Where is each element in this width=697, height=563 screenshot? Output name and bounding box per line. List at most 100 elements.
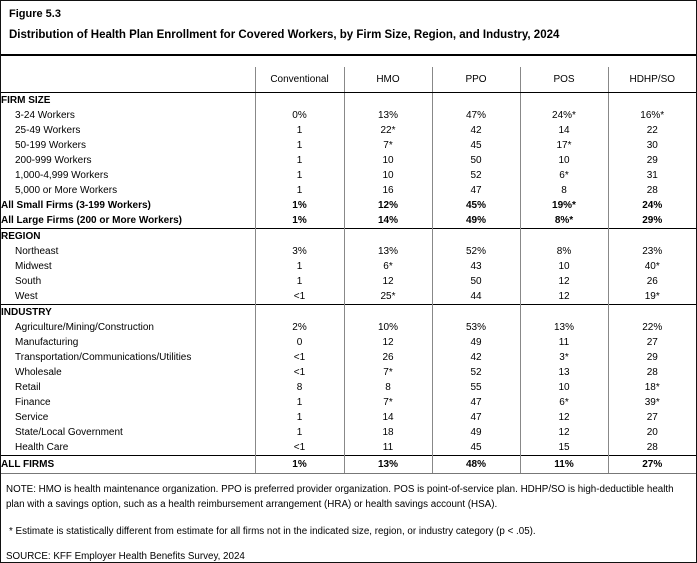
row-label: All Large Firms (200 or More Workers) bbox=[1, 215, 182, 226]
table-header: Conventional HMO PPO POS HDHP/SO bbox=[1, 67, 696, 93]
table-row: 200-999 Workers 1 10 50 10 29 bbox=[1, 153, 696, 168]
cell-value: 40* bbox=[607, 259, 696, 274]
cell-value: 49% bbox=[431, 213, 520, 229]
cell-value: 31 bbox=[607, 168, 696, 183]
cell-value: 14 bbox=[343, 410, 432, 425]
row-label: 200-999 Workers bbox=[15, 155, 92, 166]
cell-value: 49 bbox=[431, 425, 520, 440]
cell-value: 19* bbox=[607, 289, 696, 305]
row-label: INDUSTRY bbox=[1, 304, 255, 320]
cell-value: 30 bbox=[607, 138, 696, 153]
cell-value: 1 bbox=[254, 274, 344, 289]
cell-value: 45% bbox=[431, 198, 520, 213]
cell-value: 48% bbox=[431, 455, 520, 474]
cell-value: 12 bbox=[519, 425, 608, 440]
cell-value: 26 bbox=[343, 350, 432, 365]
cell-value bbox=[431, 92, 520, 108]
cell-value: 14 bbox=[519, 123, 608, 138]
table-row: 3-24 Workers 0% 13% 47% 24%* 16%* bbox=[1, 108, 696, 123]
table-row: All Small Firms (3-199 Workers) 1% 12% 45% 1… bbox=[1, 198, 696, 213]
row-label: West bbox=[15, 291, 38, 302]
figure-label: Figure 5.3 bbox=[9, 8, 61, 20]
cell-value: 7* bbox=[343, 395, 432, 410]
cell-value: 13% bbox=[343, 108, 432, 123]
cell-value: 1% bbox=[254, 198, 344, 213]
row-label: Northeast bbox=[15, 246, 59, 257]
row-label: REGION bbox=[1, 228, 255, 244]
cell-value: 12 bbox=[519, 410, 608, 425]
note-text: NOTE: HMO is health maintenance organiza… bbox=[6, 484, 674, 510]
cell-value: 1 bbox=[254, 153, 344, 168]
table-row: Manufacturing 0 12 49 11 27 bbox=[1, 335, 696, 350]
cell-value: 6* bbox=[519, 395, 608, 410]
cell-value bbox=[343, 304, 432, 320]
cell-value: 3* bbox=[519, 350, 608, 365]
cell-value: 1 bbox=[254, 395, 344, 410]
cell-value: 52% bbox=[431, 244, 520, 259]
cell-value: 45 bbox=[431, 138, 520, 153]
cell-value: 25* bbox=[343, 289, 432, 305]
cell-value: 13% bbox=[519, 320, 608, 335]
row-label: 1,000-4,999 Workers bbox=[15, 170, 109, 181]
cell-value: 7* bbox=[343, 365, 432, 380]
table-row: ALL FIRMS 1% 13% 48% 11% 27% bbox=[1, 455, 696, 474]
cell-value: 49 bbox=[431, 335, 520, 350]
table-row: 50-199 Workers 1 7* 45 17* 30 bbox=[1, 138, 696, 153]
cell-value: 29% bbox=[607, 213, 696, 229]
table-row: West <1 25* 44 12 19* bbox=[1, 289, 696, 305]
cell-value bbox=[343, 228, 432, 244]
cell-value: 13% bbox=[343, 455, 432, 474]
cell-value: 47% bbox=[431, 108, 520, 123]
cell-value: 1% bbox=[254, 455, 344, 474]
cell-value: 22% bbox=[607, 320, 696, 335]
cell-value: 19%* bbox=[519, 198, 608, 213]
cell-value: 3% bbox=[254, 244, 344, 259]
cell-value: 18* bbox=[607, 380, 696, 395]
page-title: Distribution of Health Plan Enrollment f… bbox=[9, 29, 560, 41]
cell-value: 28 bbox=[607, 440, 696, 456]
cell-value: 6* bbox=[343, 259, 432, 274]
cell-value: 52 bbox=[431, 168, 520, 183]
cell-value: 29 bbox=[607, 153, 696, 168]
cell-value: 10 bbox=[519, 380, 608, 395]
row-label: South bbox=[15, 276, 42, 287]
cell-value bbox=[343, 92, 432, 108]
row-label: 3-24 Workers bbox=[15, 110, 75, 121]
cell-value: <1 bbox=[254, 350, 344, 365]
cell-value: 8%* bbox=[519, 213, 608, 229]
table-row: South 1 12 50 12 26 bbox=[1, 274, 696, 289]
column-header: Conventional bbox=[254, 67, 344, 93]
cell-value: 22 bbox=[607, 123, 696, 138]
column-header: PPO bbox=[431, 67, 520, 93]
header-row: Conventional HMO PPO POS HDHP/SO bbox=[1, 67, 696, 93]
cell-value: 12 bbox=[519, 289, 608, 305]
cell-value: 16%* bbox=[607, 108, 696, 123]
cell-value bbox=[607, 92, 696, 108]
row-label: FIRM SIZE bbox=[1, 92, 255, 108]
estimate-footnote: * Estimate is statistically different fr… bbox=[9, 526, 536, 537]
row-label: Midwest bbox=[15, 261, 52, 272]
cell-value: 7* bbox=[343, 138, 432, 153]
title-block: Figure 5.3 Distribution of Health Plan E… bbox=[1, 1, 696, 56]
cell-value: 20 bbox=[607, 425, 696, 440]
cell-value: <1 bbox=[254, 365, 344, 380]
row-label: Wholesale bbox=[15, 367, 62, 378]
cell-value: 45 bbox=[431, 440, 520, 456]
cell-value: 12 bbox=[343, 335, 432, 350]
cell-value: 28 bbox=[607, 183, 696, 198]
header-corner-cell bbox=[1, 67, 255, 93]
row-label: Agriculture/Mining/Construction bbox=[15, 322, 154, 333]
column-header: HDHP/SO bbox=[607, 67, 696, 93]
table-row: FIRM SIZE bbox=[1, 92, 696, 108]
source-text: SOURCE: KFF Employer Health Benefits Sur… bbox=[6, 551, 245, 562]
row-label: Manufacturing bbox=[15, 337, 79, 348]
cell-value: 12% bbox=[343, 198, 432, 213]
cell-value: 8 bbox=[343, 380, 432, 395]
cell-value: 11% bbox=[519, 455, 608, 474]
cell-value: 24%* bbox=[519, 108, 608, 123]
cell-value: 12 bbox=[343, 274, 432, 289]
cell-value: 1 bbox=[254, 168, 344, 183]
cell-value: 11 bbox=[343, 440, 432, 456]
cell-value: 18 bbox=[343, 425, 432, 440]
